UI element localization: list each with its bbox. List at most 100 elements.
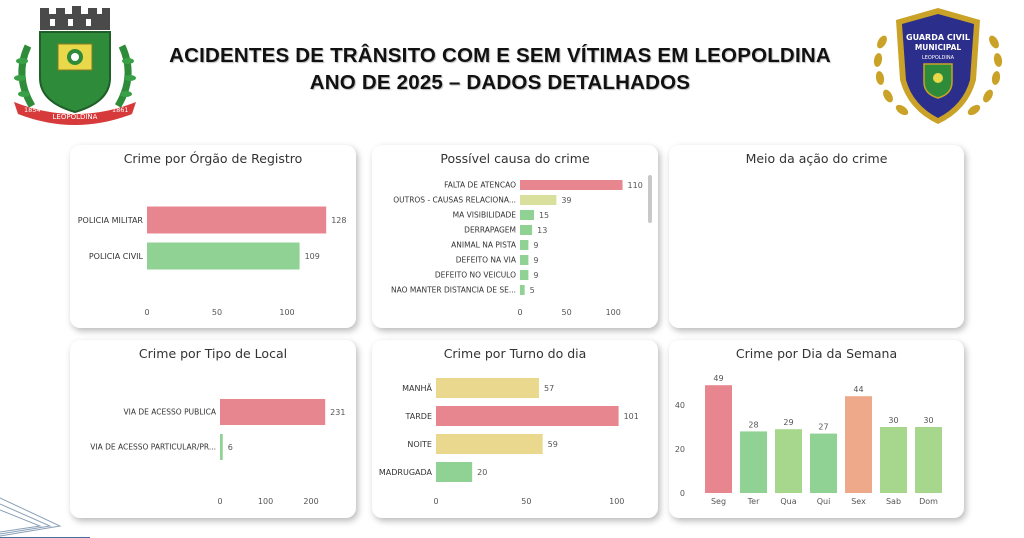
chart-title: Crime por Dia da Semana [735, 346, 898, 361]
page-title: ACIDENTES DE TRÂNSITO COM E SEM VÍTIMAS … [140, 42, 860, 96]
x-tick-label: 50 [212, 308, 222, 317]
category-label: MA VISIBILIDADE [453, 211, 517, 220]
category-label: NOITE [407, 440, 432, 449]
category-label: FALTA DE ATENCAO [444, 181, 516, 190]
bar[interactable] [520, 210, 534, 220]
chart-title: Crime por Tipo de Local [138, 346, 288, 361]
category-label: MANHÃ [402, 383, 432, 393]
bar[interactable] [436, 406, 619, 426]
chart-scrollbar[interactable] [648, 175, 652, 223]
bar[interactable] [740, 431, 767, 493]
value-label: 20 [477, 468, 487, 477]
bar[interactable] [436, 434, 543, 454]
category-label: Sex [851, 497, 866, 506]
bar[interactable] [520, 255, 529, 265]
x-tick-label: 100 [609, 497, 624, 506]
svg-text:LEOPOLDINA: LEOPOLDINA [53, 113, 98, 121]
value-label: 57 [544, 384, 554, 393]
category-label: DERRAPAGEM [464, 226, 516, 235]
category-label: POLICIA MILITAR [78, 216, 144, 225]
svg-text:1854: 1854 [24, 106, 41, 114]
bar[interactable] [915, 427, 942, 493]
title-line-2: ANO DE 2025 – DADOS DETALHADOS [309, 71, 691, 94]
value-label: 13 [537, 226, 547, 235]
value-label: 15 [539, 211, 549, 220]
category-label: Ter [747, 497, 760, 506]
bar[interactable] [845, 396, 872, 493]
chart-title: Meio da ação do crime [745, 151, 888, 166]
category-label: Dom [919, 497, 938, 506]
bar[interactable] [220, 434, 223, 460]
bar[interactable] [520, 180, 623, 190]
value-label: 59 [548, 440, 558, 449]
category-label: OUTROS - CAUSAS RELACIONA... [393, 196, 516, 205]
bar[interactable] [520, 270, 529, 280]
value-label: 28 [748, 420, 758, 429]
chart-title: Possível causa do crime [440, 151, 590, 166]
category-label: NAO MANTER DISTANCIA DE SE... [391, 286, 516, 295]
value-label: 27 [818, 423, 828, 432]
value-label: 39 [561, 196, 571, 205]
x-tick-label: 0 [433, 497, 438, 506]
x-tick-label: 100 [279, 308, 294, 317]
category-label: ANIMAL NA PISTA [451, 241, 517, 250]
chart-possivel-causa: FALTA DE ATENCAO 110 OUTROS - CAUSAS RELAC… [391, 180, 643, 317]
bar[interactable] [520, 195, 557, 205]
value-label: 30 [923, 416, 933, 425]
category-label: DEFEITO NO VEICULO [435, 271, 516, 280]
y-tick-label: 40 [675, 401, 685, 410]
chart-title: Crime por Turno do dia [443, 346, 587, 361]
chart-dia-semana: 0 20 40 49 Seg 28 Ter 29 Qua 27 Qui 44 Sex 30 Sab 30 Dom [675, 374, 942, 506]
bar[interactable] [147, 242, 300, 270]
category-label: MADRUGADA [379, 468, 433, 477]
value-label: 109 [305, 252, 320, 261]
value-label: 128 [331, 216, 346, 225]
bar[interactable] [436, 462, 473, 482]
svg-text:1861: 1861 [112, 106, 129, 114]
y-tick-label: 0 [680, 489, 685, 498]
card-tipo-local: Crime por Tipo de Local VIA DE ACESSO PU… [70, 340, 356, 518]
category-label: VIA DE ACESSO PARTICULAR/PR... [90, 443, 216, 452]
bar[interactable] [880, 427, 907, 493]
x-tick-label: 0 [144, 308, 149, 317]
value-label: 6 [228, 443, 233, 452]
category-label: VIA DE ACESSO PUBLICA [124, 408, 217, 417]
value-label: 101 [624, 412, 639, 421]
chart-title: Crime por Órgão de Registro [123, 151, 303, 166]
card-meio-acao: Meio da ação do crime [669, 145, 964, 328]
svg-text:LEOPOLDINA: LEOPOLDINA [922, 55, 955, 61]
bar[interactable] [147, 206, 327, 234]
x-tick-label: 50 [521, 497, 531, 506]
value-label: 49 [713, 374, 723, 383]
chart-orgao-registro: POLICIA MILITAR 128 POLICIA CIVIL 109 0 50 100 [78, 206, 346, 317]
value-label: 9 [533, 256, 538, 265]
category-label: Qui [817, 497, 831, 506]
chart-tipo-local: VIA DE ACESSO PUBLICA 231 VIA DE ACESSO PA… [90, 399, 345, 506]
value-label: 44 [853, 385, 863, 394]
leopoldina-coat-of-arms-logo: 1854 LEOPOLDINA 1861 [14, 6, 136, 125]
category-label: TARDE [404, 412, 432, 421]
y-tick-label: 20 [675, 445, 685, 454]
value-label: 9 [533, 271, 538, 280]
svg-text:GUARDA CIVIL: GUARDA CIVIL [906, 33, 970, 42]
bar[interactable] [520, 285, 525, 295]
x-tick-label: 100 [258, 497, 273, 506]
card-possivel-causa: Possível causa do crime FALTA DE ATENCAO… [372, 145, 658, 328]
bar[interactable] [436, 378, 540, 398]
bar[interactable] [810, 433, 837, 493]
bar[interactable] [775, 429, 802, 493]
category-label: Sab [886, 497, 901, 506]
value-label: 110 [628, 181, 643, 190]
svg-text:MUNICIPAL: MUNICIPAL [915, 43, 962, 52]
decorative-lines [0, 497, 90, 538]
bar[interactable] [705, 385, 732, 493]
bar[interactable] [520, 225, 533, 235]
card-orgao-registro: Crime por Órgão de Registro POLICIA MILI… [70, 145, 356, 328]
category-label: Seg [711, 497, 726, 506]
card-turno-dia: Crime por Turno do dia MANHÃ 57 TARDE 101 NO… [372, 340, 658, 518]
bar[interactable] [220, 399, 326, 425]
value-label: 5 [530, 286, 535, 295]
value-label: 231 [330, 408, 345, 417]
bar[interactable] [520, 240, 529, 250]
card-dia-semana: Crime por Dia da Semana 0 20 40 49 Seg 28 Ter 2… [669, 340, 964, 518]
